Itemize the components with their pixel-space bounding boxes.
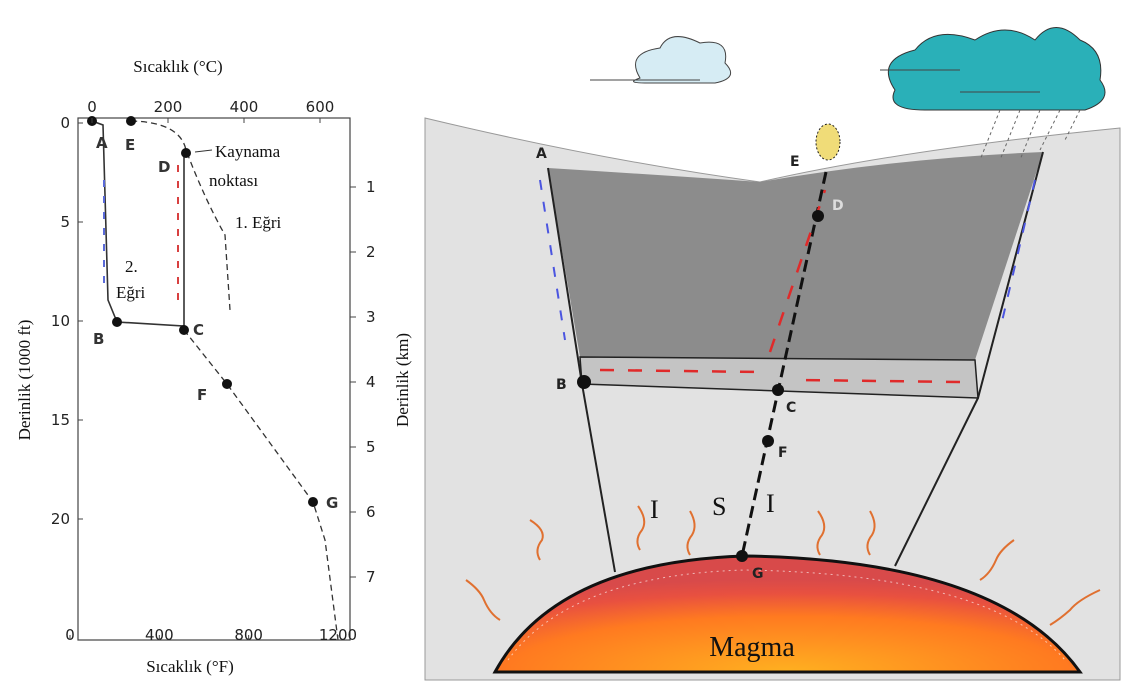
point xyxy=(762,435,774,447)
figure: Sıcaklık (°C) Sıcaklık (°F) Derinlik (10… xyxy=(0,0,1129,694)
point-label: A xyxy=(536,146,547,162)
point xyxy=(112,317,122,327)
bottom-axis-title: Sıcaklık (°F) xyxy=(146,657,234,676)
point-label: B xyxy=(556,377,567,393)
point xyxy=(181,148,191,158)
point xyxy=(222,379,232,389)
depth-temperature-graph: Sıcaklık (°C) Sıcaklık (°F) Derinlik (10… xyxy=(15,57,412,676)
top-tick-label: 0 xyxy=(87,98,97,116)
point-label: F xyxy=(778,445,788,461)
cloud xyxy=(634,37,731,83)
point-label: G xyxy=(326,494,338,512)
point xyxy=(812,210,824,222)
point-label: D xyxy=(832,198,844,214)
point-label: G xyxy=(752,566,764,582)
right-axis-title: Derinlik (km) xyxy=(393,333,412,427)
point-label: A xyxy=(96,134,108,152)
curve-deep xyxy=(184,330,338,640)
right-tick-label: 3 xyxy=(366,308,376,326)
right-tick-label: 1 xyxy=(366,178,376,196)
point xyxy=(308,497,318,507)
point-label: E xyxy=(125,136,135,154)
boiling-point-label: noktası xyxy=(209,171,258,190)
point xyxy=(772,384,784,396)
boiling-point-label: Kaynama xyxy=(215,142,281,161)
zone-letter: I xyxy=(766,489,775,518)
cloud xyxy=(888,28,1105,111)
point xyxy=(179,325,189,335)
magma-label: Magma xyxy=(709,632,795,663)
steam xyxy=(816,124,840,160)
top-tick-label: 200 xyxy=(154,98,183,116)
plot-frame xyxy=(78,118,350,640)
point xyxy=(126,116,136,126)
point-label: C xyxy=(786,400,796,416)
point-label: C xyxy=(193,321,204,339)
right-tick-label: 5 xyxy=(366,438,376,456)
right-tick-label: 4 xyxy=(366,373,376,391)
right-tick-label: 2 xyxy=(366,243,376,261)
left-tick-label: 5 xyxy=(60,213,70,231)
right-tick-label: 7 xyxy=(366,568,376,586)
zone-letter: I xyxy=(650,495,659,524)
point-label: E xyxy=(790,154,800,170)
curve-1-label: 1. Eğri xyxy=(235,213,282,232)
zone-letter: S xyxy=(712,492,726,521)
top-tick-label: 600 xyxy=(306,98,335,116)
curve-2-label: Eğri xyxy=(116,283,146,302)
point-label: F xyxy=(197,386,207,404)
left-tick-label: 15 xyxy=(51,411,70,429)
cross-section: A B C D E F G I S I Magma xyxy=(425,28,1120,681)
left-tick-label: 0 xyxy=(60,114,70,132)
curve-2-label: 2. xyxy=(125,257,138,276)
point-label: B xyxy=(93,330,104,348)
point xyxy=(736,550,748,562)
left-tick-label: 20 xyxy=(51,510,70,528)
pointer xyxy=(195,150,212,152)
top-tick-label: 400 xyxy=(230,98,259,116)
point xyxy=(577,375,591,389)
top-axis-title: Sıcaklık (°C) xyxy=(133,57,222,76)
reservoir xyxy=(548,152,1043,360)
curve-points xyxy=(87,116,318,507)
point-label: D xyxy=(158,158,170,176)
left-tick-label: 10 xyxy=(51,312,70,330)
right-tick-label: 6 xyxy=(366,503,376,521)
left-axis-title: Derinlik (1000 ft) xyxy=(15,320,34,441)
